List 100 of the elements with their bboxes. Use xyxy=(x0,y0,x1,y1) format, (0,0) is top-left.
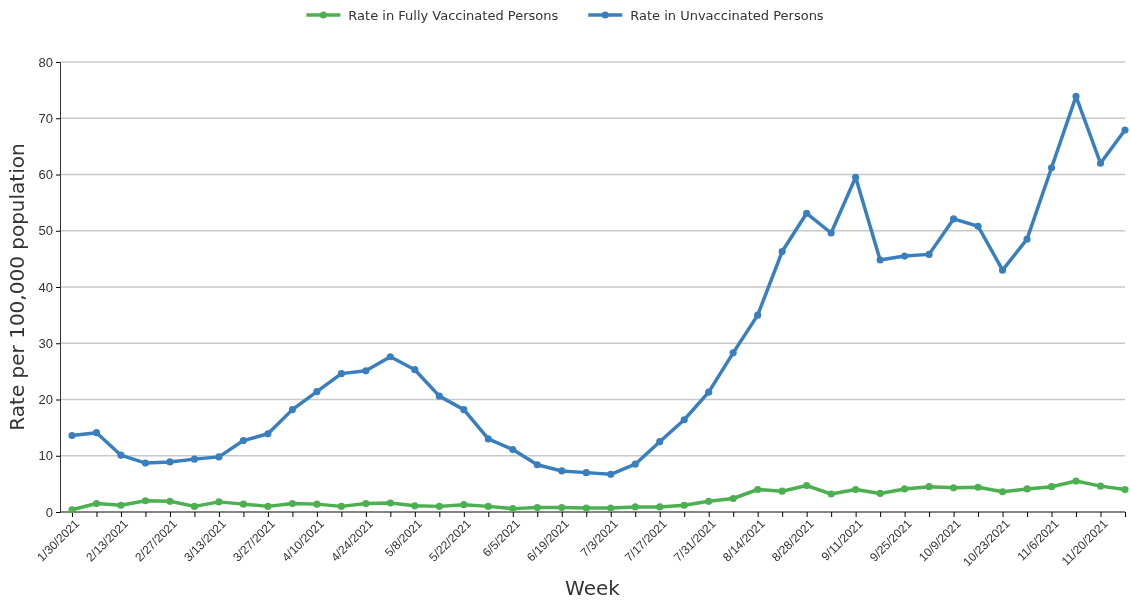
y-tick-label: 0 xyxy=(45,504,53,520)
point xyxy=(239,437,247,445)
y-tick-label: 50 xyxy=(38,223,53,239)
point xyxy=(582,469,590,477)
point xyxy=(362,500,370,508)
point xyxy=(1121,485,1129,494)
point xyxy=(92,500,101,508)
point xyxy=(141,497,150,505)
point xyxy=(607,470,615,478)
point xyxy=(778,248,786,256)
point xyxy=(729,349,737,357)
legend-label: Rate in Fully Vaccinated Persons xyxy=(348,7,559,23)
point xyxy=(1072,92,1080,100)
legend-label: Rate in Unvaccinated Persons xyxy=(630,7,824,23)
point xyxy=(998,488,1007,496)
point xyxy=(803,482,811,490)
point xyxy=(533,461,541,469)
point xyxy=(337,502,345,510)
point xyxy=(190,455,199,463)
x-axis-title: Week xyxy=(565,576,621,600)
point xyxy=(582,504,590,512)
point xyxy=(288,406,296,414)
point xyxy=(411,502,419,510)
point xyxy=(876,489,884,497)
point xyxy=(1072,477,1080,485)
point xyxy=(705,388,713,396)
point xyxy=(509,446,517,454)
y-tick-label: 70 xyxy=(38,110,53,126)
point xyxy=(386,499,394,507)
point xyxy=(656,438,664,446)
point xyxy=(484,435,492,443)
point xyxy=(778,487,786,495)
point xyxy=(803,209,811,217)
point xyxy=(705,497,713,505)
point xyxy=(754,311,762,319)
point xyxy=(460,406,468,414)
point xyxy=(1096,159,1105,167)
point xyxy=(876,256,884,264)
point xyxy=(313,500,321,508)
point xyxy=(141,459,150,467)
point xyxy=(68,431,76,440)
point xyxy=(435,392,443,400)
point xyxy=(362,367,370,375)
point xyxy=(1096,482,1105,490)
point xyxy=(1023,235,1031,243)
point xyxy=(509,505,517,513)
y-axis-title: Rate per 100,000 population xyxy=(5,143,29,431)
point xyxy=(974,222,982,230)
y-tick-label: 20 xyxy=(38,392,53,408)
point xyxy=(386,353,394,361)
point xyxy=(901,485,909,493)
y-tick-label: 80 xyxy=(38,54,53,70)
point xyxy=(190,502,199,510)
point xyxy=(729,494,737,503)
point xyxy=(974,483,982,491)
point xyxy=(411,366,419,374)
point xyxy=(288,500,296,508)
point xyxy=(852,485,860,494)
point xyxy=(92,429,101,437)
point xyxy=(313,388,321,396)
point xyxy=(533,503,541,512)
point xyxy=(827,490,835,498)
point xyxy=(435,502,443,510)
point xyxy=(827,229,835,237)
point xyxy=(239,500,247,508)
point xyxy=(68,506,76,514)
y-tick-label: 40 xyxy=(38,279,53,295)
point xyxy=(460,501,468,509)
point xyxy=(166,497,174,505)
point xyxy=(117,501,125,509)
point xyxy=(607,504,615,512)
point xyxy=(656,503,664,511)
point xyxy=(680,416,688,424)
point xyxy=(998,266,1007,274)
point xyxy=(558,503,566,512)
point xyxy=(680,501,688,509)
point xyxy=(950,484,958,492)
point xyxy=(1047,483,1056,491)
point xyxy=(1121,126,1129,134)
point xyxy=(484,502,492,510)
point xyxy=(1023,485,1031,493)
point xyxy=(754,485,762,494)
point xyxy=(166,458,174,466)
point xyxy=(925,483,933,491)
point xyxy=(1047,164,1056,172)
point xyxy=(925,250,933,258)
point xyxy=(215,453,223,461)
y-tick-label: 30 xyxy=(38,335,53,351)
point xyxy=(631,460,639,468)
point xyxy=(215,498,223,506)
point xyxy=(852,173,860,181)
point xyxy=(337,370,345,378)
y-tick-label: 60 xyxy=(38,167,53,183)
y-tick-label: 10 xyxy=(38,448,53,464)
point xyxy=(117,451,125,459)
point xyxy=(631,503,639,511)
point xyxy=(558,467,566,475)
point xyxy=(901,252,909,260)
point xyxy=(950,215,958,223)
point xyxy=(264,502,272,510)
